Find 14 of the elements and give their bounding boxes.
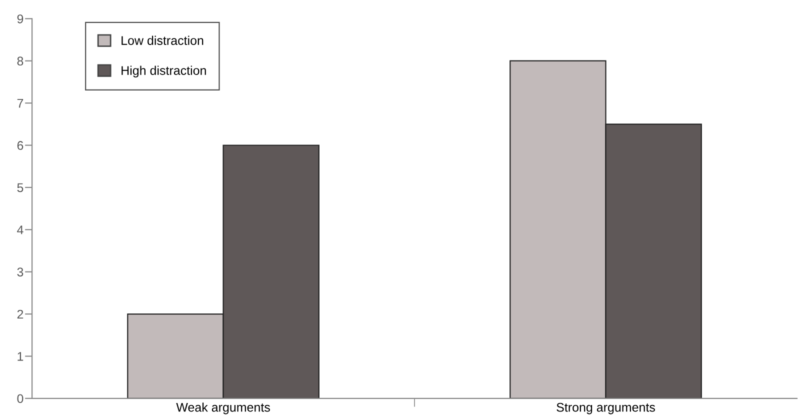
- x-tick-label: Strong arguments: [556, 402, 655, 414]
- y-tick-label: 7: [17, 98, 24, 108]
- y-tick-label: 6: [17, 141, 24, 150]
- legend-label: High distraction: [122, 66, 206, 78]
- y-tick-label: 8: [17, 56, 24, 66]
- y-tick-label: 3: [17, 268, 24, 276]
- y-tick-label: 5: [17, 183, 24, 192]
- y-tick-label: 4: [17, 226, 24, 234]
- y-tick-label: 1: [18, 352, 24, 361]
- x-tick-label: Weak arguments: [176, 402, 270, 414]
- legend-label: Low distraction: [122, 36, 204, 45]
- y-tick-label: 0: [17, 394, 24, 404]
- y-tick-label: 2: [17, 310, 24, 319]
- y-tick-label: 9: [17, 14, 24, 24]
